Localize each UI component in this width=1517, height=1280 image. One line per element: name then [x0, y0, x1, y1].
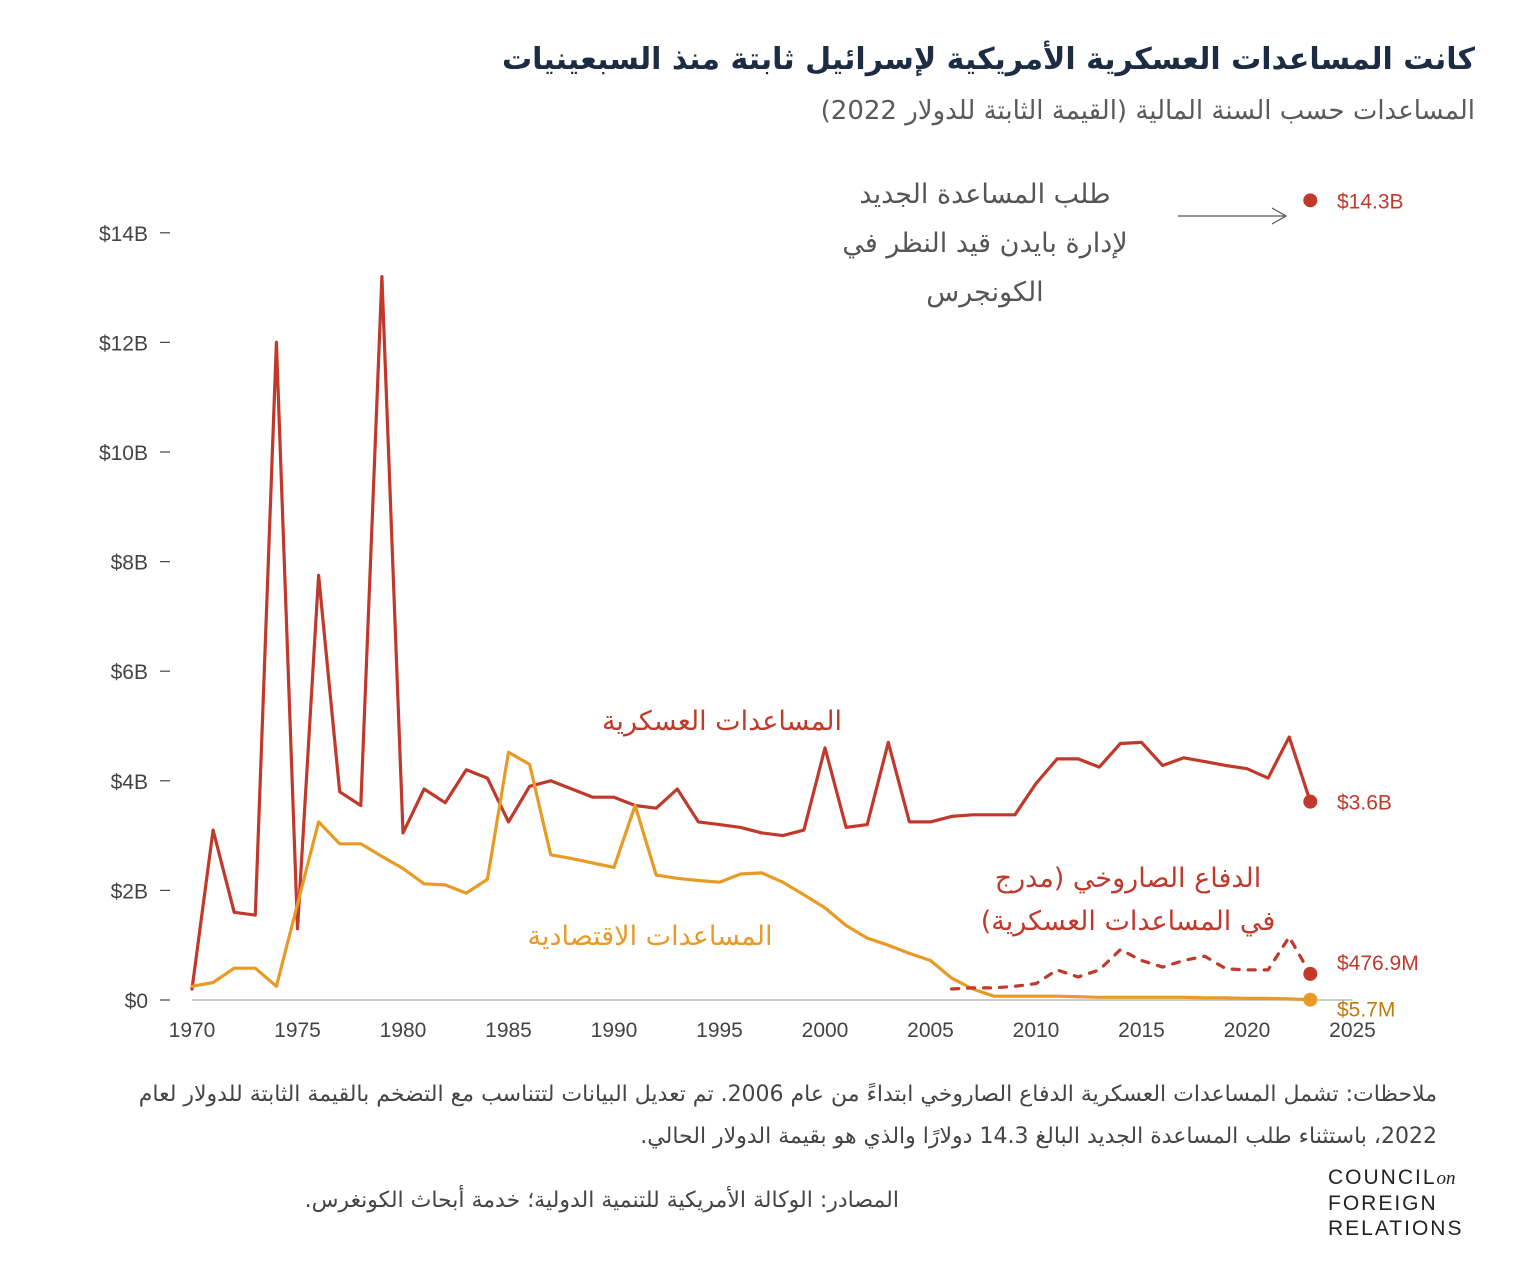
y-tick-label: $4B [111, 771, 148, 794]
series-line-0 [190, 275, 1312, 991]
x-tick-label: 1995 [696, 1019, 743, 1042]
x-tick-label: 2000 [802, 1019, 849, 1042]
x-tick-label: 2010 [1013, 1019, 1060, 1042]
end-label-2: $476.9M [1337, 952, 1419, 975]
y-axis: $0 $2B $4B $6B $8B $10B $12B $14B [99, 223, 170, 1013]
request-annotation-line2: لإدارة بايدن قيد النظر في [842, 228, 1127, 259]
logo-foreign: FOREIGN [1328, 1192, 1438, 1215]
new-request-point [1303, 193, 1318, 208]
series-line-2 [949, 935, 1312, 991]
x-axis: 1970 1975 1980 1985 1990 1995 2000 2005 2010 2015… [169, 999, 1376, 1042]
y-tick-label: $0 [125, 990, 148, 1013]
logo-on: on [1436, 1168, 1456, 1189]
series-layer [190, 275, 1312, 1002]
economic-series-label: المساعدات الاقتصادية [527, 921, 772, 952]
logo-relations: RELATIONS [1328, 1217, 1464, 1240]
end-point-1 [1303, 992, 1318, 1007]
end-point-2 [1303, 966, 1318, 981]
series-line-1 [190, 750, 1312, 1002]
y-tick-label: $2B [111, 880, 148, 903]
x-tick-label: 1970 [169, 1019, 216, 1042]
chart-subtitle: المساعدات حسب السنة المالية (القيمة الثا… [820, 96, 1475, 126]
missile-series-label-line1: الدفاع الصاروخي (مدرج [995, 863, 1262, 894]
logo-council: COUNCIL [1328, 1166, 1437, 1189]
x-tick-label: 2020 [1224, 1019, 1271, 1042]
chart-notes: ملاحظات: تشمل المساعدات العسكرية الدفاع … [138, 1082, 1437, 1149]
x-tick-label: 2005 [907, 1019, 954, 1042]
military-series-label: المساعدات العسكرية [602, 706, 842, 737]
y-tick-label: $8B [111, 552, 148, 575]
x-tick-label: 1985 [485, 1019, 532, 1042]
x-tick-label: 1990 [591, 1019, 638, 1042]
y-tick-label: $10B [99, 442, 148, 465]
y-tick-label: $14B [99, 223, 148, 246]
missile-series-label-line2: في المساعدات العسكرية) [981, 906, 1276, 937]
line-chart: $0$2B$4B$6B$8B$10B$12B$14B 1970 1975 1980 1… [99, 179, 1419, 1042]
chart-title: كانت المساعدات العسكرية الأمريكية لإسرائ… [502, 42, 1475, 77]
new-request-label: $14.3B [1337, 190, 1404, 213]
request-arrow-head [1271, 207, 1288, 225]
end-label-0: $3.6B [1337, 792, 1392, 815]
end-points: $3.6B $5.7M $476.9M $14.3B [1303, 190, 1419, 1022]
end-label-1: $5.7M [1337, 999, 1395, 1022]
x-tick-label: 1975 [274, 1019, 321, 1042]
end-point-0 [1303, 794, 1318, 809]
y-tick-label: $12B [99, 332, 148, 355]
cfr-logo: COUNCILon FOREIGN RELATIONS [1328, 1165, 1463, 1241]
x-tick-label: 1980 [380, 1019, 427, 1042]
chart-sources: المصادر: الوكالة الأمريكية للتنمية الدول… [304, 1188, 899, 1213]
x-tick-label: 2015 [1118, 1019, 1165, 1042]
request-annotation-line3: الكونجرس [926, 277, 1043, 308]
x-tick-label: 2025 [1329, 1019, 1376, 1042]
y-tick-label: $6B [111, 661, 148, 684]
request-annotation-line1: طلب المساعدة الجديد [859, 179, 1110, 210]
